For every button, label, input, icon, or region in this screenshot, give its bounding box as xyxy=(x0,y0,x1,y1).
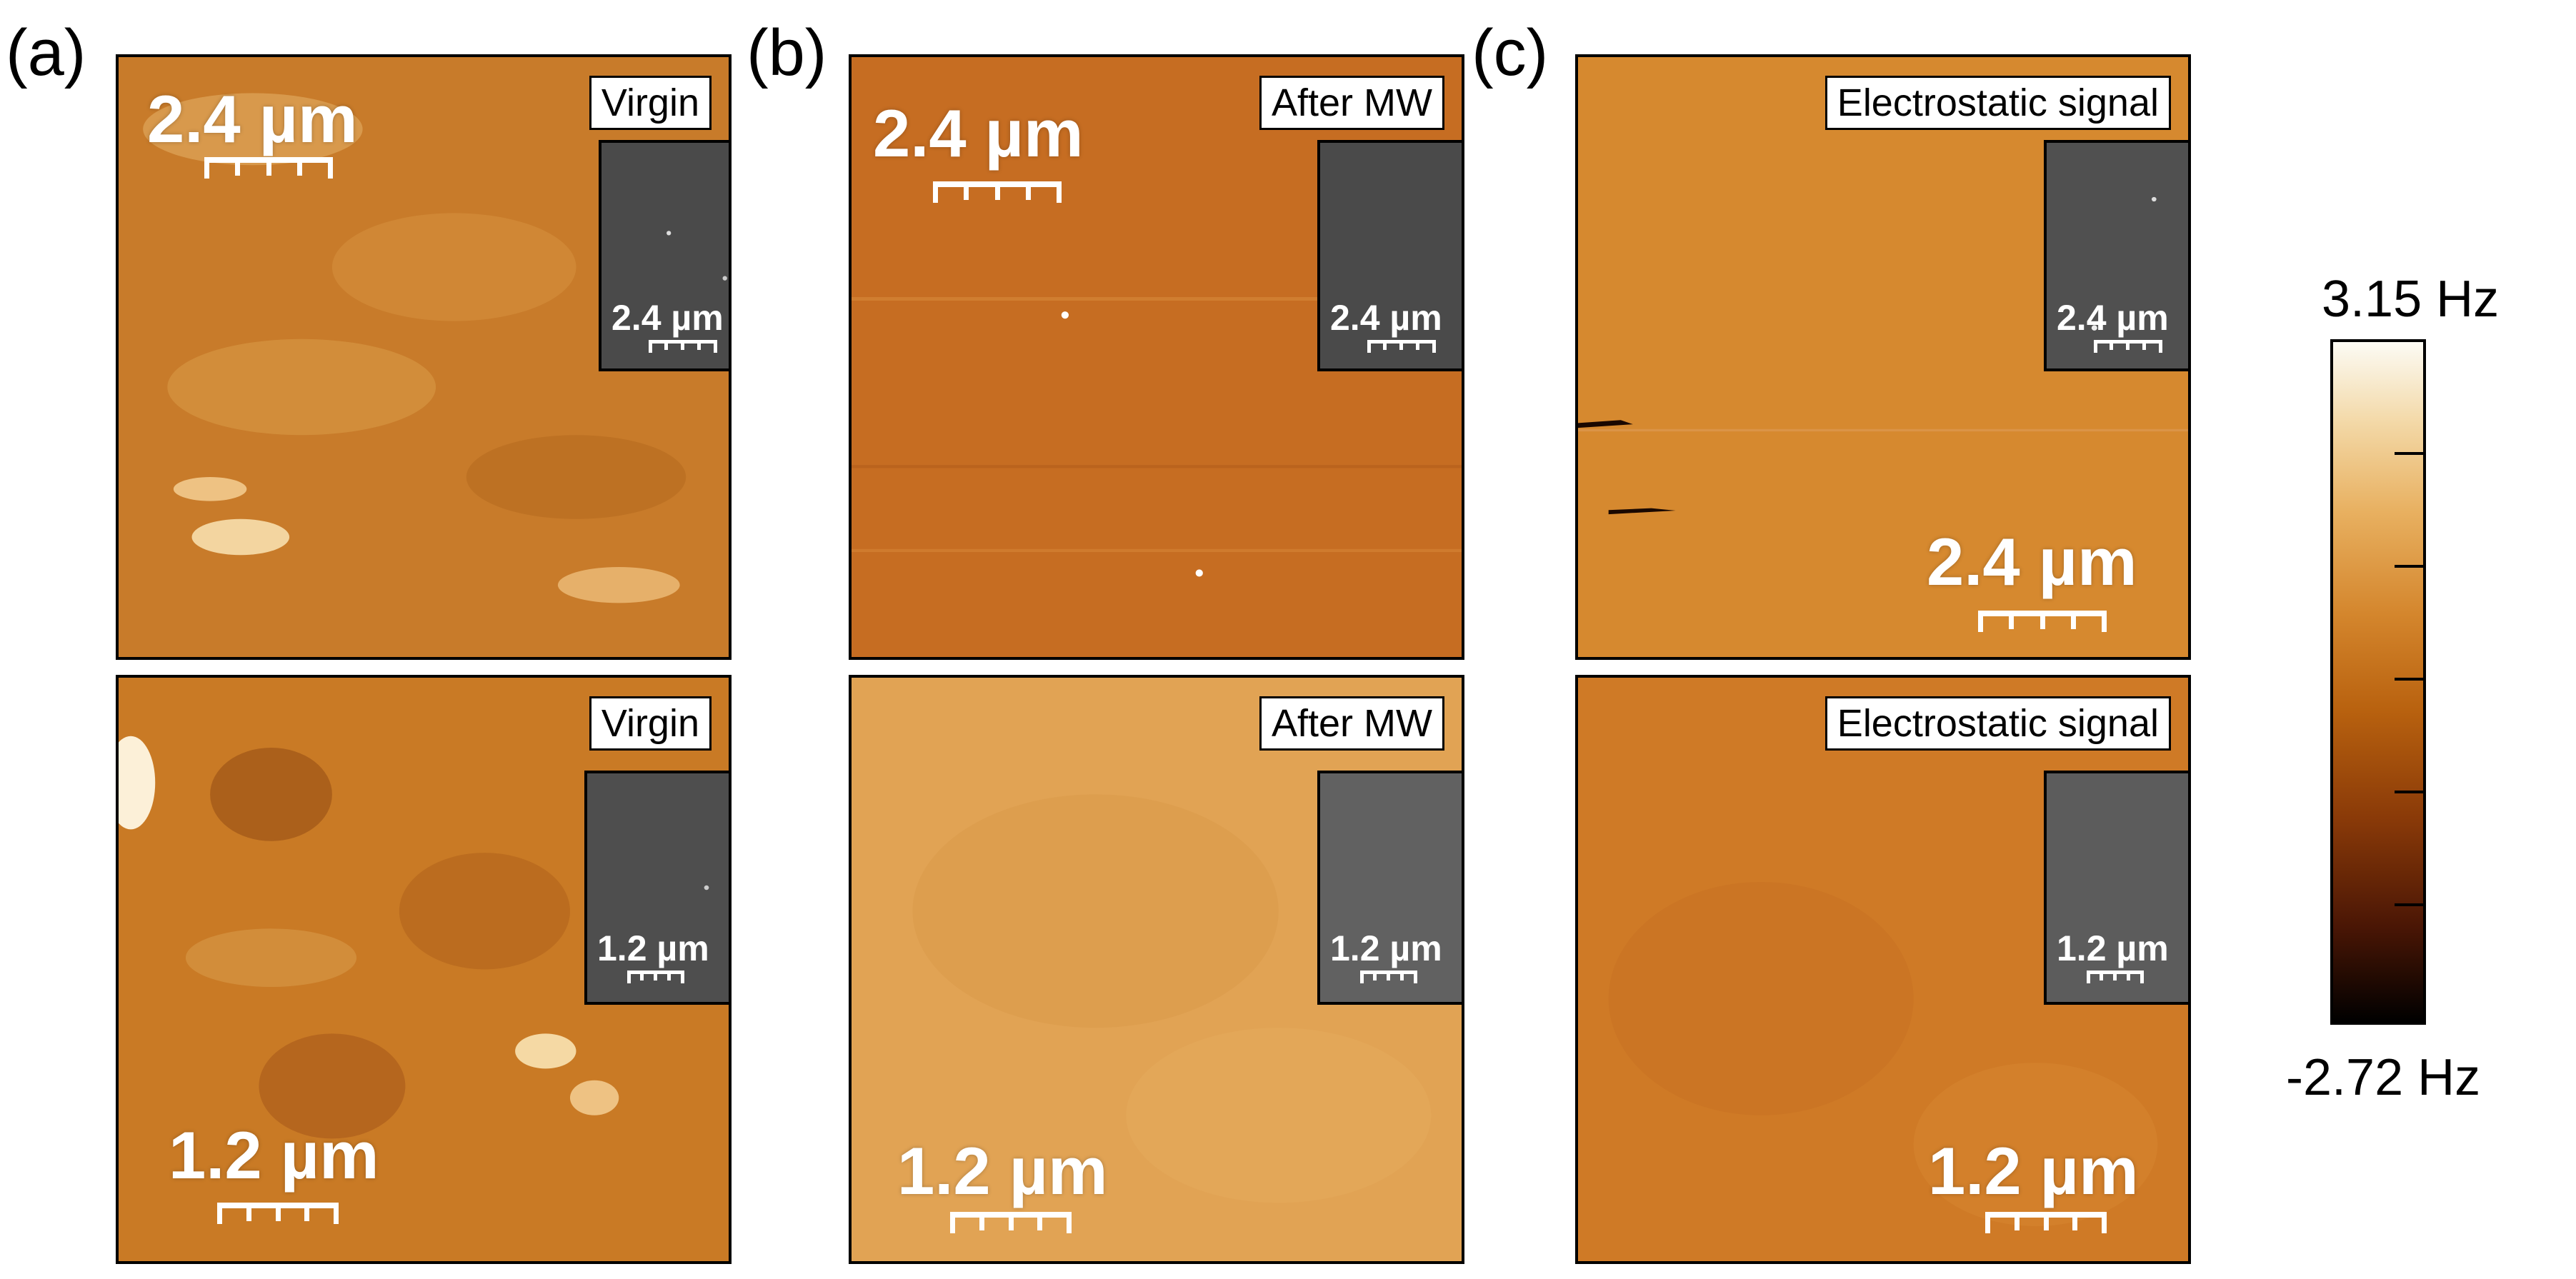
mode-label-a-top: Virgin xyxy=(589,76,712,131)
afm-image-a-top: Virgin 2.4 µm 2.4 µm xyxy=(116,54,732,660)
colorbar xyxy=(2330,339,2426,1025)
scale-bar-a-bottom xyxy=(217,1203,339,1224)
colorbar-tick xyxy=(2395,565,2423,568)
afm-image-b-bottom: After MW 1.2 µm 1.2 µm xyxy=(849,675,1464,1264)
scale-bar-b-top xyxy=(933,181,1062,203)
colorbar-max-label: 3.15 Hz xyxy=(2322,271,2500,328)
inset-scale-bar-a-top xyxy=(649,340,717,353)
colorbar-tick xyxy=(2395,903,2423,906)
panel-label-a: (a) xyxy=(6,16,86,89)
scale-text-a-top: 2.4 µm xyxy=(147,81,358,156)
inset-scale-bar-a-bottom xyxy=(627,970,684,983)
colorbar-tick xyxy=(2395,678,2423,681)
scale-text-c-bottom: 1.2 µm xyxy=(1928,1133,2139,1208)
inset-image-b-top: 2.4 µm xyxy=(1317,140,1462,371)
scale-bar-a-top xyxy=(204,157,333,179)
inset-scale-bar-b-bottom xyxy=(1360,970,1417,983)
inset-image-a-bottom: 1.2 µm xyxy=(584,771,729,1005)
scale-bar-c-top xyxy=(1978,611,2107,632)
inset-scale-text-b-bottom: 1.2 µm xyxy=(1330,928,1442,968)
scale-text-c-top: 2.4 µm xyxy=(1927,524,2137,599)
inset-scale-text-a-bottom: 1.2 µm xyxy=(597,928,709,968)
inset-scale-text-c-bottom: 1.2 µm xyxy=(2057,928,2169,968)
mode-label-c-top: Electrostatic signal xyxy=(1824,76,2171,131)
colorbar-min-label: -2.72 Hz xyxy=(2286,1049,2481,1106)
afm-image-c-top: Electrostatic signal 2.4 µm 2.4 µm xyxy=(1575,54,2191,660)
afm-image-b-top: After MW 2.4 µm 2.4 µm xyxy=(849,54,1464,660)
mode-label-a-bottom: Virgin xyxy=(589,696,712,751)
inset-image-b-bottom: 1.2 µm xyxy=(1317,771,1462,1005)
inset-scale-text-a-top: 2.4 µm xyxy=(611,298,724,338)
afm-texture-b-bottom xyxy=(852,678,1462,1261)
panel-label-b: (b) xyxy=(747,16,827,89)
mode-label-b-top: After MW xyxy=(1259,76,1444,131)
inset-scale-bar-c-top xyxy=(2094,340,2162,353)
scale-text-a-bottom: 1.2 µm xyxy=(169,1118,379,1193)
scale-bar-b-bottom xyxy=(950,1212,1072,1233)
inset-image-c-bottom: 1.2 µm xyxy=(2044,771,2188,1005)
inset-scale-bar-c-bottom xyxy=(2087,970,2144,983)
mode-label-c-bottom: Electrostatic signal xyxy=(1824,696,2171,751)
scale-text-b-top: 2.4 µm xyxy=(873,96,1084,171)
scale-text-b-bottom: 1.2 µm xyxy=(897,1133,1108,1208)
inset-scale-text-b-top: 2.4 µm xyxy=(1330,298,1442,338)
inset-scale-text-c-top: 2.4 µm xyxy=(2057,298,2169,338)
colorbar-tick xyxy=(2395,452,2423,455)
mode-label-b-bottom: After MW xyxy=(1259,696,1444,751)
inset-image-c-top: 2.4 µm xyxy=(2044,140,2188,371)
afm-image-c-bottom: Electrostatic signal 1.2 µm 1.2 µm xyxy=(1575,675,2191,1264)
afm-image-a-bottom: Virgin 1.2 µm 1.2 µm xyxy=(116,675,732,1264)
inset-image-a-top: 2.4 µm xyxy=(599,140,729,371)
panel-label-c: (c) xyxy=(1472,16,1549,89)
scale-bar-c-bottom xyxy=(1985,1212,2107,1233)
colorbar-tick xyxy=(2395,791,2423,793)
inset-scale-bar-b-top xyxy=(1367,340,1436,353)
